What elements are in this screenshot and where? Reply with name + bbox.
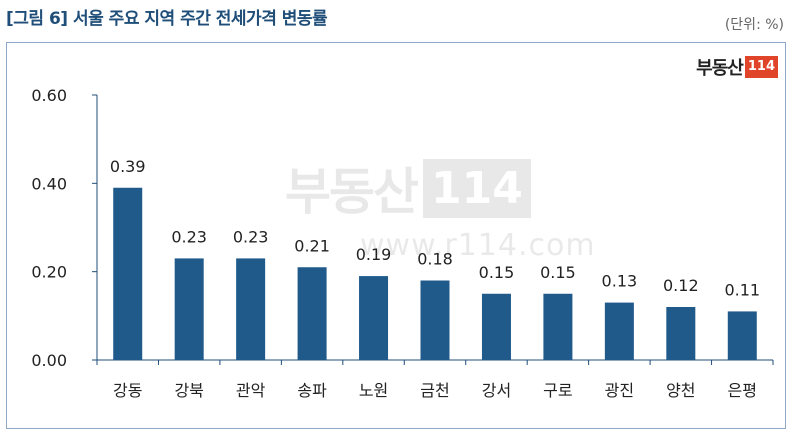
category-label: 은평 [728,381,757,400]
y-tick-label: 0.40 [31,174,67,193]
watermark-url: www.r114.com [360,228,596,263]
y-tick-label: 0.20 [31,263,67,282]
bar [543,293,573,360]
category-label: 강북 [174,381,203,400]
category-label: 금천 [420,381,449,400]
category-label: 관악 [236,381,266,400]
data-label: 0.23 [171,227,207,246]
bar [420,280,450,360]
brand-logo-text: 부동산 [696,58,744,79]
watermark-text: 부동산 [285,163,419,221]
data-label: 0.13 [602,272,638,291]
bar [481,293,511,360]
category-label: 양천 [666,381,695,400]
data-label: 0.19 [356,245,392,264]
bar [174,258,204,360]
category-label: 광진 [605,381,634,400]
bar [359,276,389,360]
category-label: 강동 [113,381,142,400]
brand-logo: 부동산 114 [696,55,778,79]
bar [297,267,327,360]
bar [604,302,634,360]
y-tick-label: 0.60 [31,86,67,105]
bar [113,187,143,360]
bar [666,307,696,360]
bar [236,258,266,360]
data-label: 0.18 [417,250,453,269]
y-tick-label: 0.00 [31,351,67,370]
data-label: 0.15 [540,263,576,282]
category-label: 노원 [359,381,388,400]
bar [727,311,757,360]
brand-logo-box: 114 [744,56,778,78]
data-label: 0.23 [233,227,269,246]
data-label: 0.12 [663,276,699,295]
unit-label: (단위: %) [724,17,784,33]
data-label: 0.21 [294,236,330,255]
category-label: 구로 [543,381,572,400]
data-label: 0.39 [110,157,146,176]
chart-title: [그림 6] 서울 주요 지역 주간 전세가격 변동률 [6,9,328,29]
watermark-box: 114 [423,158,531,218]
data-label: 0.11 [724,280,760,299]
category-label: 송파 [297,381,327,400]
category-label: 강서 [482,381,511,400]
watermark: 부동산 114 [285,152,531,224]
data-label: 0.15 [479,263,515,282]
